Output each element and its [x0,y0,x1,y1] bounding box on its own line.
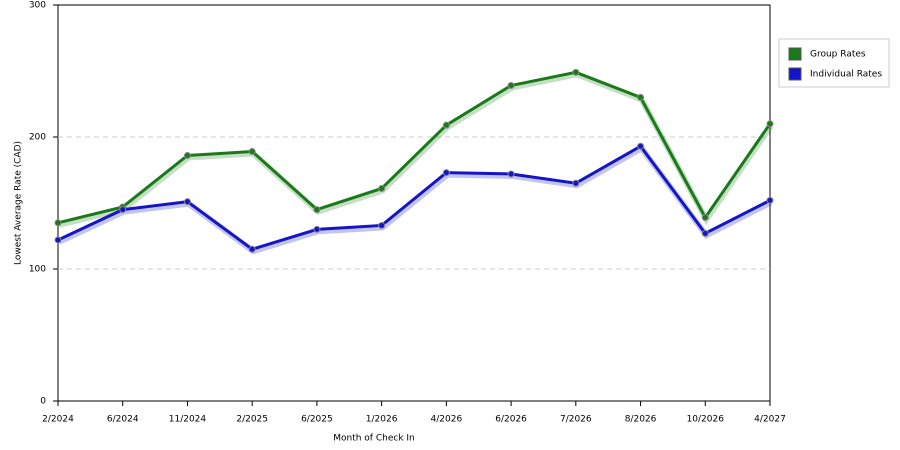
x-tick-label: 6/2024 [107,415,139,425]
x-tick-label: 6/2025 [301,415,333,425]
x-tick-label: 4/2027 [754,415,786,425]
legend-label: Individual Rates [810,70,882,80]
data-point [507,170,515,178]
data-point [766,120,774,128]
data-point [119,206,127,214]
x-tick-label: 4/2026 [431,415,463,425]
x-tick-label: 1/2026 [366,415,398,425]
y-axis-label: Lowest Average Rate (CAD) [14,141,24,265]
data-point [766,196,774,204]
x-tick-label: 10/2026 [687,415,725,425]
legend-label: Group Rates [810,50,866,60]
y-tick-label: 200 [29,133,46,143]
y-tick-label: 300 [29,1,46,11]
x-tick-label: 7/2026 [560,415,592,425]
data-point [183,151,191,159]
x-tick-label: 11/2024 [169,415,207,425]
data-point [54,236,62,244]
x-tick-label: 2/2024 [42,415,74,425]
data-point [701,214,709,222]
data-point [637,142,645,150]
x-tick-label: 8/2026 [625,415,657,425]
data-point [701,229,709,237]
x-axis-label: Month of Check In [333,434,415,444]
data-point [507,82,515,90]
data-point [378,184,386,192]
data-point [378,221,386,229]
x-tick-label: 2/2025 [236,415,268,425]
data-point [442,121,450,129]
series-line [57,70,772,225]
legend-swatch [788,47,802,61]
data-point [54,219,62,227]
data-point [313,225,321,233]
data-point [248,245,256,253]
data-point [572,68,580,76]
y-tick-label: 0 [40,397,46,407]
series-line [57,144,771,251]
data-point [442,169,450,177]
data-point [248,148,256,156]
legend-swatch [788,67,802,81]
y-tick-label: 100 [29,265,46,275]
x-tick-label: 6/2026 [495,415,527,425]
data-point [313,206,321,214]
data-point [637,93,645,101]
data-point [572,179,580,187]
data-point [183,198,191,206]
